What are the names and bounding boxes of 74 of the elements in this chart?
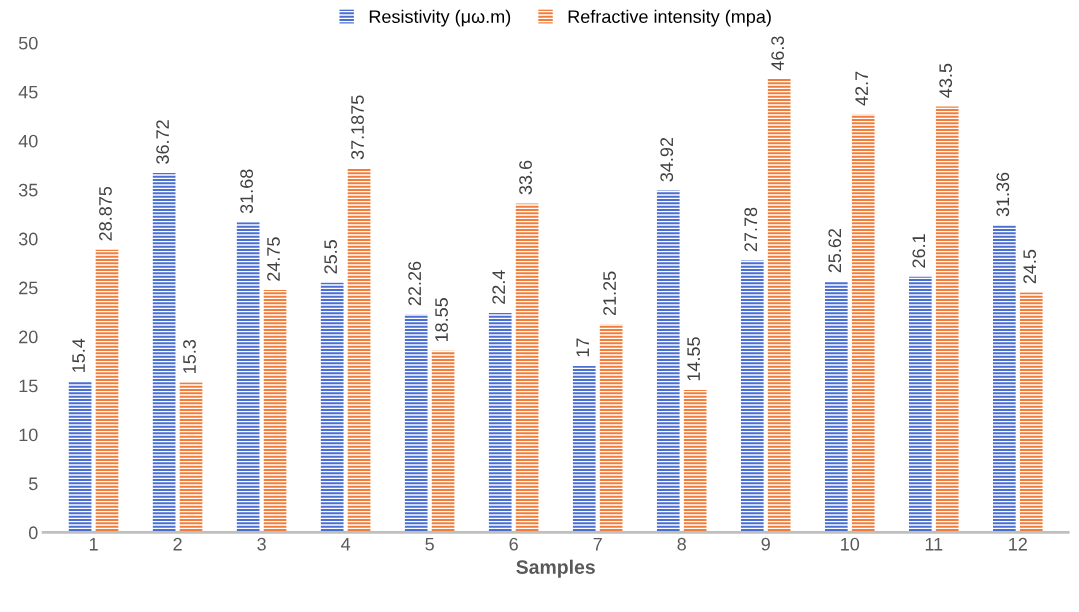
data-label: 26.1 — [912, 234, 926, 268]
data-label: 15.4 — [72, 338, 85, 372]
data-label: 34.92 — [660, 137, 674, 182]
data-label: 25.5 — [324, 240, 338, 274]
x-tick-label: 2 — [173, 537, 182, 551]
bar — [179, 382, 203, 533]
x-tick-label: 10 — [841, 537, 860, 551]
x-tick-label: 11 — [925, 537, 943, 551]
data-label: 27.78 — [744, 207, 758, 252]
bar — [515, 203, 539, 533]
bar — [572, 365, 596, 533]
bar — [656, 190, 680, 533]
data-label: 17 — [576, 338, 589, 357]
bar — [993, 225, 1016, 533]
x-tick-label: 5 — [425, 537, 434, 551]
x-tick-label: 6 — [509, 537, 518, 551]
data-label: 43.5 — [939, 63, 953, 98]
bar — [320, 282, 344, 533]
bar — [935, 106, 959, 533]
data-label: 21.25 — [603, 271, 616, 316]
data-label: 18.55 — [435, 298, 448, 342]
data-label: 22.4 — [492, 270, 505, 304]
bar — [236, 222, 260, 533]
legend-label: Resistivity (μω.m) — [369, 9, 511, 27]
bar — [95, 249, 119, 533]
x-tick-label: 7 — [593, 537, 602, 551]
data-label: 24.75 — [267, 237, 280, 281]
data-label: 24.5 — [1023, 249, 1037, 284]
bar — [1019, 292, 1043, 533]
x-tick-label: 4 — [341, 537, 351, 551]
y-tick-label: 20 — [19, 330, 38, 344]
data-label: 25.62 — [828, 228, 842, 273]
data-label: 31.68 — [240, 169, 254, 214]
data-label: 36.72 — [156, 120, 169, 164]
data-label: 33.6 — [519, 160, 532, 195]
bar — [851, 114, 875, 533]
bar — [431, 350, 455, 533]
bar — [488, 313, 512, 533]
x-tick-label: 1 — [89, 537, 98, 551]
data-label: 42.7 — [855, 71, 868, 106]
y-tick-label: 25 — [19, 281, 38, 295]
legend-label: Refractive intensity (mpa) — [568, 9, 771, 27]
bar — [767, 79, 791, 533]
bar — [740, 260, 764, 533]
data-label: 15.3 — [183, 339, 196, 373]
data-label: 31.36 — [996, 172, 1010, 217]
data-label: 22.26 — [408, 261, 422, 306]
x-tick-label: 3 — [257, 537, 266, 551]
y-tick-label: 40 — [18, 134, 38, 148]
bar — [263, 290, 287, 533]
y-tick-label: 15 — [19, 379, 38, 393]
data-label: 28.875 — [99, 186, 112, 241]
bar — [404, 314, 428, 533]
bar — [683, 389, 707, 533]
bar — [599, 324, 623, 533]
y-tick-label: 35 — [18, 183, 38, 197]
bar — [68, 381, 92, 533]
data-label: 37.1875 — [351, 95, 364, 160]
bar — [908, 276, 932, 533]
y-tick-label: 45 — [18, 85, 38, 99]
data-label: 14.55 — [687, 337, 701, 381]
y-tick-label: 50 — [18, 36, 38, 50]
bar — [152, 172, 176, 533]
x-tick-label: 12 — [1009, 537, 1027, 551]
data-label: 46.3 — [771, 36, 785, 71]
bar — [347, 168, 371, 533]
y-tick-label: 0 — [28, 526, 38, 540]
y-tick-label: 5 — [28, 477, 38, 491]
y-tick-label: 30 — [18, 232, 38, 246]
x-tick-label: 8 — [677, 537, 686, 551]
bar — [824, 281, 848, 533]
x-tick-label: 9 — [761, 537, 770, 551]
y-tick-label: 10 — [19, 428, 38, 442]
x-axis-title: Samples — [516, 559, 595, 578]
